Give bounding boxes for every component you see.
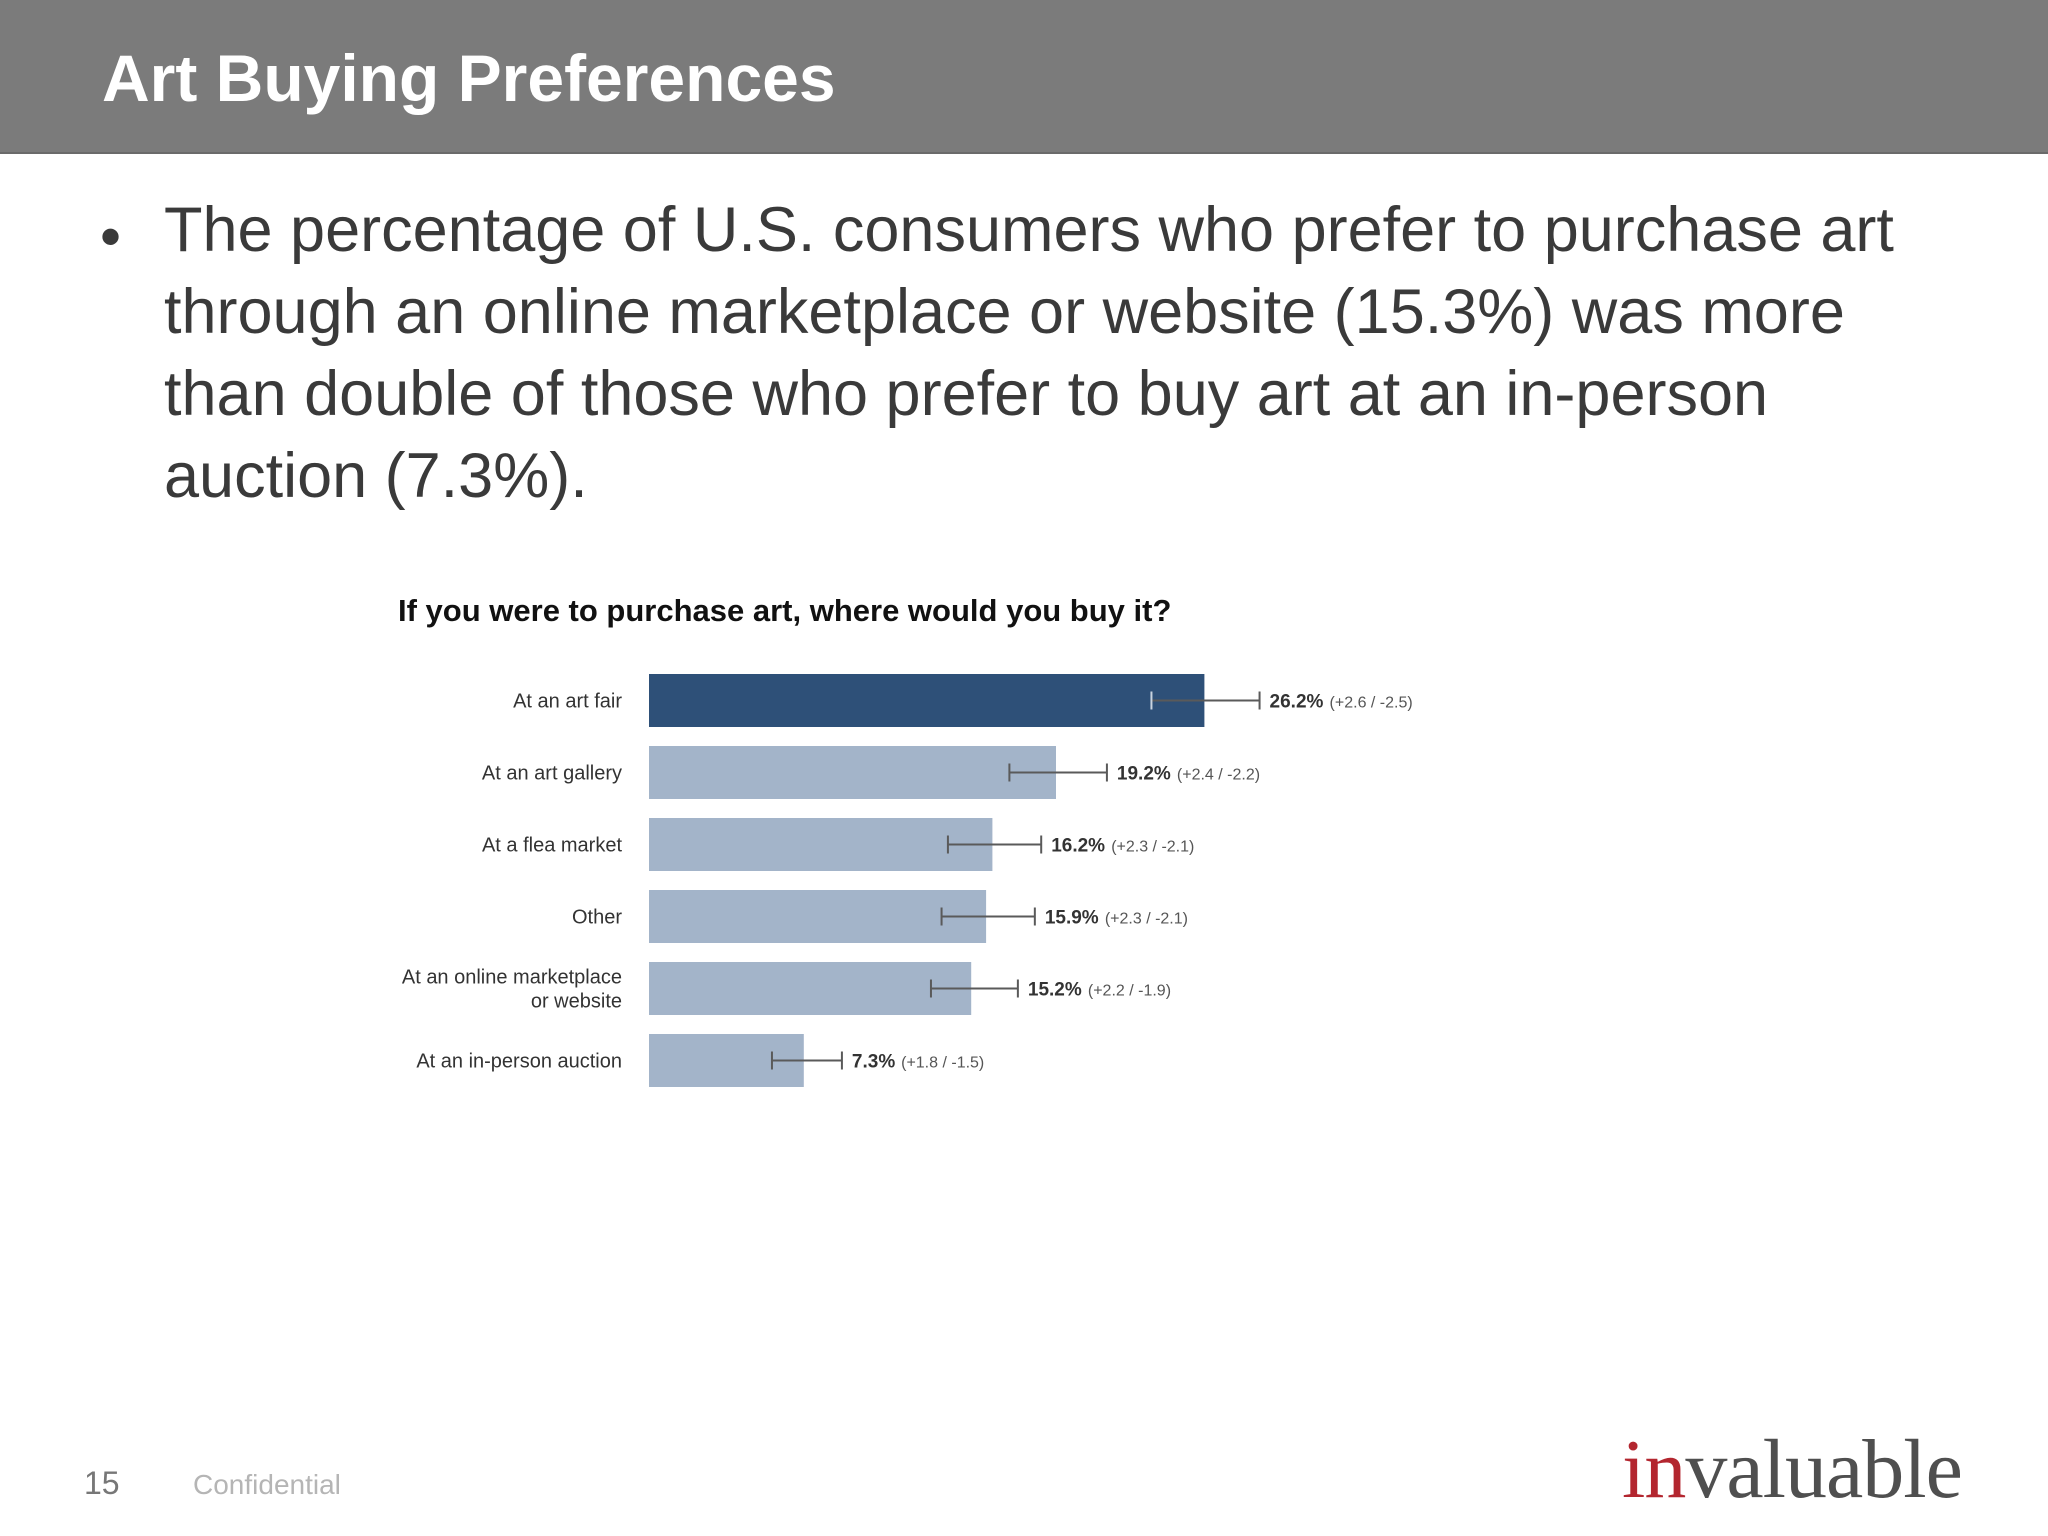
category-label: At an art fair	[513, 691, 622, 713]
bar	[649, 818, 993, 871]
error-label: (+2.3 / -2.1)	[1111, 839, 1194, 856]
header-bar	[0, 0, 2048, 154]
category-label: At an art gallery	[482, 763, 622, 785]
value-label: 7.3%	[852, 1052, 895, 1073]
error-label: (+2.6 / -2.5)	[1330, 695, 1413, 712]
bullet-text: The percentage of U.S. consumers who pre…	[164, 195, 1894, 511]
bar	[649, 746, 1056, 799]
confidential-label: Confidential	[193, 1469, 341, 1500]
category-label: Other	[572, 907, 622, 929]
bar-chart: If you were to purchase art, where would…	[398, 593, 1413, 1087]
error-label: (+1.8 / -1.5)	[901, 1055, 984, 1072]
bar	[649, 890, 987, 943]
invaluable-logo: invaluable	[1622, 1420, 1963, 1520]
logo-text: valuable	[1685, 1423, 1963, 1516]
value-label: 16.2%	[1051, 836, 1105, 857]
value-label: 26.2%	[1270, 692, 1324, 713]
category-label: At an online marketplace or website	[402, 967, 622, 1013]
chart-title: If you were to purchase art, where would…	[398, 593, 1171, 628]
error-label: (+2.4 / -2.2)	[1177, 767, 1260, 784]
value-label: 15.9%	[1045, 908, 1099, 929]
bar	[649, 962, 972, 1015]
logo-accent-text: in	[1622, 1423, 1686, 1516]
value-label: 19.2%	[1117, 764, 1171, 785]
error-label: (+2.2 / -1.9)	[1088, 983, 1171, 1000]
page-number: 15	[84, 1465, 120, 1501]
bar	[649, 674, 1205, 727]
bullet-marker: •	[100, 203, 122, 270]
value-label: 15.2%	[1028, 980, 1082, 1001]
category-label: At an in-person auction	[416, 1051, 622, 1073]
error-label: (+2.3 / -2.1)	[1105, 911, 1188, 928]
category-label: At a flea market	[482, 835, 623, 857]
slide-title: Art Buying Preferences	[102, 41, 836, 115]
